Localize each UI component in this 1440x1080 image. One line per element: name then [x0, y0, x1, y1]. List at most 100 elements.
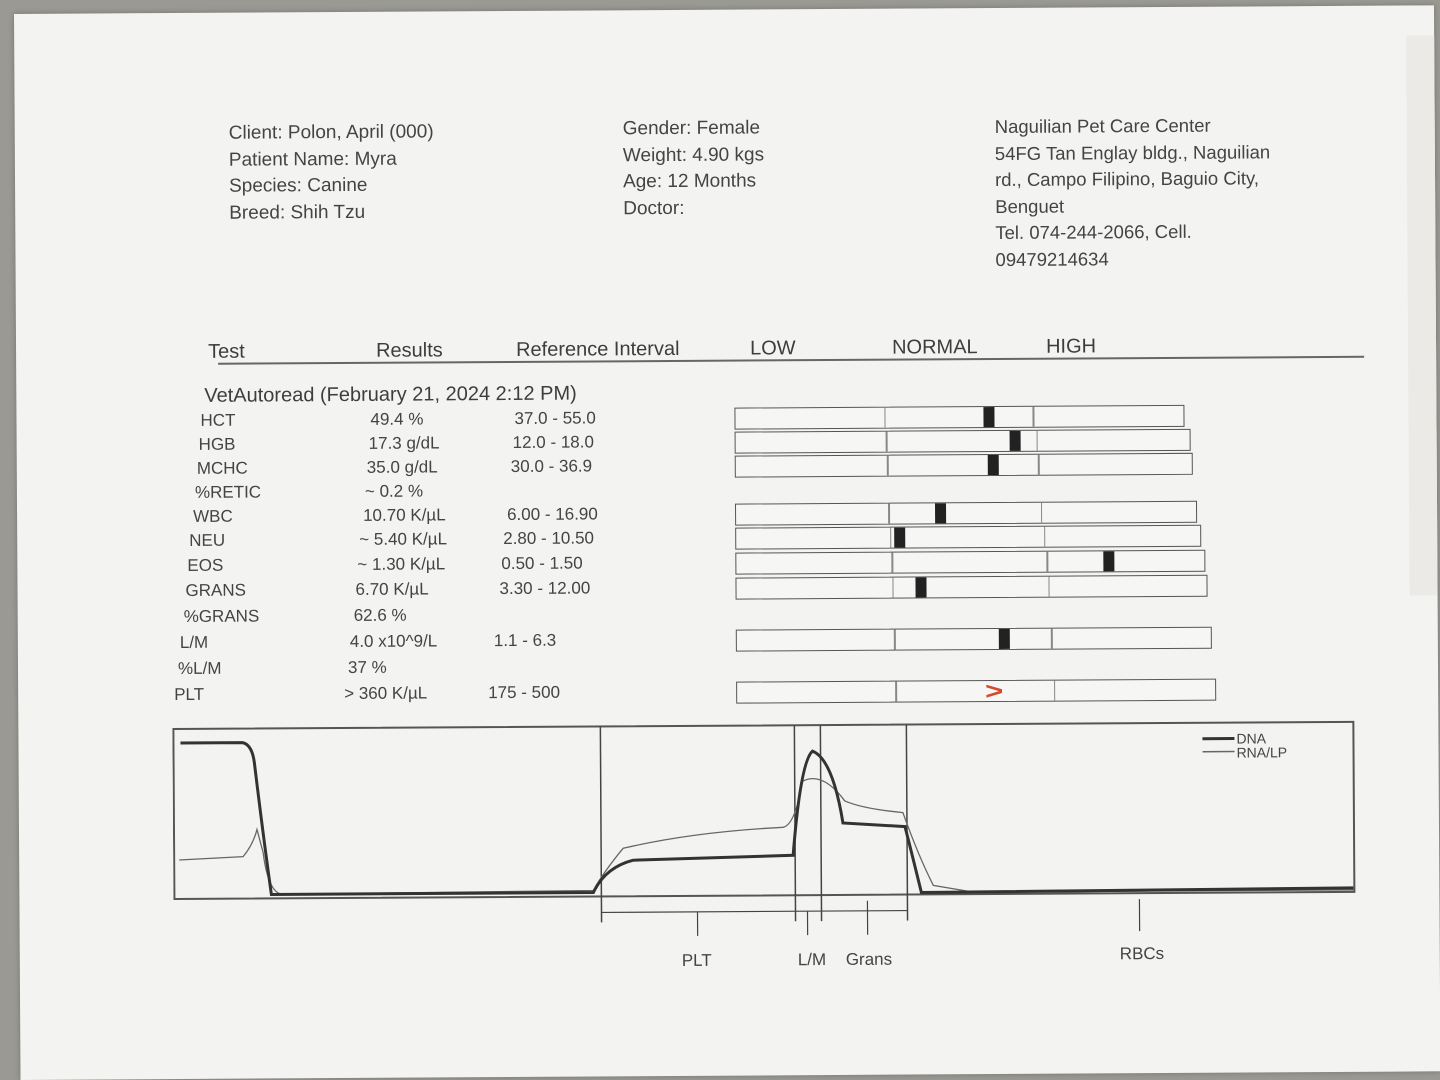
range-bar	[735, 626, 1212, 652]
test-name: HGB	[198, 434, 236, 454]
range-divider	[889, 527, 892, 548]
reference-interval: 6.00 - 16.90	[507, 504, 598, 524]
reference-interval: 2.80 - 10.50	[503, 528, 595, 549]
species-line: Species: Canine	[228, 174, 368, 197]
result-row: GRANS 6.70 K/µL 3.30 - 12.00	[17, 578, 717, 604]
range-bar	[735, 500, 1198, 526]
result-marker	[987, 454, 999, 476]
range-divider	[1046, 551, 1049, 572]
range-bar	[734, 404, 1185, 430]
test-name: PLT	[174, 684, 205, 705]
reference-interval: 30.0 - 36.9	[510, 456, 593, 476]
test-result: > 360 K/µL	[344, 683, 428, 703]
result-row: MCHC 35.0 g/dL 30.0 - 36.9	[17, 456, 717, 482]
region-plt: PLT	[682, 951, 712, 970]
reference-interval: 0.50 - 1.50	[501, 553, 583, 574]
result-marker	[982, 407, 995, 428]
range-divider	[892, 577, 894, 598]
result-marker	[998, 628, 1010, 649]
range-divider	[895, 681, 898, 702]
result-row: EOS ~ 1.30 K/µL 0.50 - 1.50	[17, 553, 717, 579]
axis-bracket	[601, 909, 908, 914]
client-line: Client: Polon, April (000)	[228, 121, 434, 144]
reference-interval: 37.0 - 55.0	[514, 408, 596, 428]
clinic-line: rd., Campo Filipino, Baguio City,	[994, 167, 1259, 191]
result-marker	[894, 527, 906, 548]
test-name: HCT	[200, 410, 236, 430]
result-marker	[1009, 430, 1021, 451]
range-divider	[888, 503, 891, 524]
result-row: NEU ~ 5.40 K/µL 2.80 - 10.50	[17, 528, 717, 554]
result-marker	[1102, 551, 1115, 572]
age-line: Age: 12 Months	[622, 170, 757, 193]
report-sheet: Client: Polon, April (000) Patient Name:…	[14, 5, 1440, 1080]
results-table: HCT 49.4 % 37.0 - 55.0 HGB 17.3 g/dL 12.0 - 1…	[14, 5, 1434, 705]
range-bar	[734, 452, 1193, 478]
range-bar	[734, 428, 1191, 454]
result-row: PLT > 360 K/µL 175 - 500	[18, 682, 718, 708]
range-divider	[1043, 526, 1046, 547]
range-divider	[893, 629, 896, 650]
test-name: EOS	[187, 555, 224, 575]
range-divider	[1053, 680, 1056, 701]
test-name: L/M	[179, 632, 209, 652]
test-name: %GRANS	[183, 606, 260, 626]
test-result: 17.3 g/dL	[368, 433, 440, 453]
dna-trace	[180, 741, 1354, 896]
section-title: VetAutoread (February 21, 2024 2:12 PM)	[204, 382, 577, 407]
clinic-line: Tel. 074-244-2066, Cell.	[995, 220, 1192, 244]
result-row: %RETIC ~ 0.2 %	[17, 480, 717, 506]
clinic-line: 54FG Tan Englay bldg., Naguilian	[994, 140, 1271, 164]
range-divider	[1050, 628, 1053, 649]
result-row: WBC 10.70 K/µL 6.00 - 16.90	[17, 504, 717, 530]
test-result: ~ 1.30 K/µL	[357, 554, 446, 574]
range-divider	[1032, 406, 1035, 427]
range-divider	[886, 455, 889, 476]
test-result: 6.70 K/µL	[355, 579, 429, 599]
col-results: Results	[375, 339, 443, 362]
col-low: LOW	[749, 337, 796, 360]
range-bar	[735, 549, 1206, 575]
col-normal: NORMAL	[891, 336, 978, 359]
test-result: ~ 5.40 K/µL	[359, 529, 448, 549]
test-result: 35.0 g/dL	[366, 457, 438, 477]
patient-info: Client: Polon, April (000) Patient Name:…	[229, 119, 435, 226]
test-result: 37 %	[347, 657, 387, 677]
range-bar: >	[736, 678, 1217, 705]
range-divider	[883, 407, 886, 428]
legend-rna-lp: RNA/LP	[1236, 744, 1287, 760]
patient-details: Gender: Female Weight: 4.90 kgs Age: 12 …	[623, 115, 765, 222]
range-divider	[1047, 576, 1050, 597]
range-divider	[1037, 454, 1040, 475]
reference-interval: 175 - 500	[488, 682, 561, 703]
col-reference: Reference Interval	[515, 337, 680, 361]
legend-dna: DNA	[1236, 730, 1266, 746]
result-row: L/M 4.0 x10^9/L 1.1 - 6.3	[18, 630, 718, 656]
col-test: Test	[208, 340, 245, 363]
result-row: HGB 17.3 g/dL 12.0 - 18.0	[17, 432, 717, 458]
result-row: %L/M 37 %	[18, 656, 718, 682]
doctor-line: Doctor:	[623, 197, 685, 219]
reference-interval: 12.0 - 18.0	[512, 432, 594, 452]
test-name: GRANS	[185, 580, 247, 600]
range-divider	[886, 431, 888, 452]
clinic-line: Naguilian Pet Care Center	[994, 114, 1211, 138]
weight-line: Weight: 4.90 kgs	[622, 143, 765, 166]
range-bar	[735, 574, 1208, 600]
range-divider	[891, 552, 894, 573]
result-row: %GRANS 62.6 %	[18, 604, 718, 630]
result-marker	[915, 577, 927, 598]
breed-line: Breed: Shih Tzu	[229, 201, 366, 224]
test-name: WBC	[193, 506, 233, 526]
test-result: 10.70 K/µL	[363, 505, 446, 525]
reference-interval: 1.1 - 6.3	[493, 630, 557, 651]
patient-line: Patient Name: Myra	[228, 148, 397, 171]
test-name: %L/M	[177, 658, 222, 679]
test-name: %RETIC	[194, 482, 262, 502]
result-marker	[934, 503, 946, 524]
test-result: ~ 0.2 %	[364, 481, 424, 501]
cell-histogram: DNA RNA/LP PLT L/M Grans RBCs	[172, 720, 1356, 970]
gate-line	[599, 726, 603, 923]
col-high: HIGH	[1045, 335, 1097, 358]
gender-line: Gender: Female	[622, 117, 761, 140]
